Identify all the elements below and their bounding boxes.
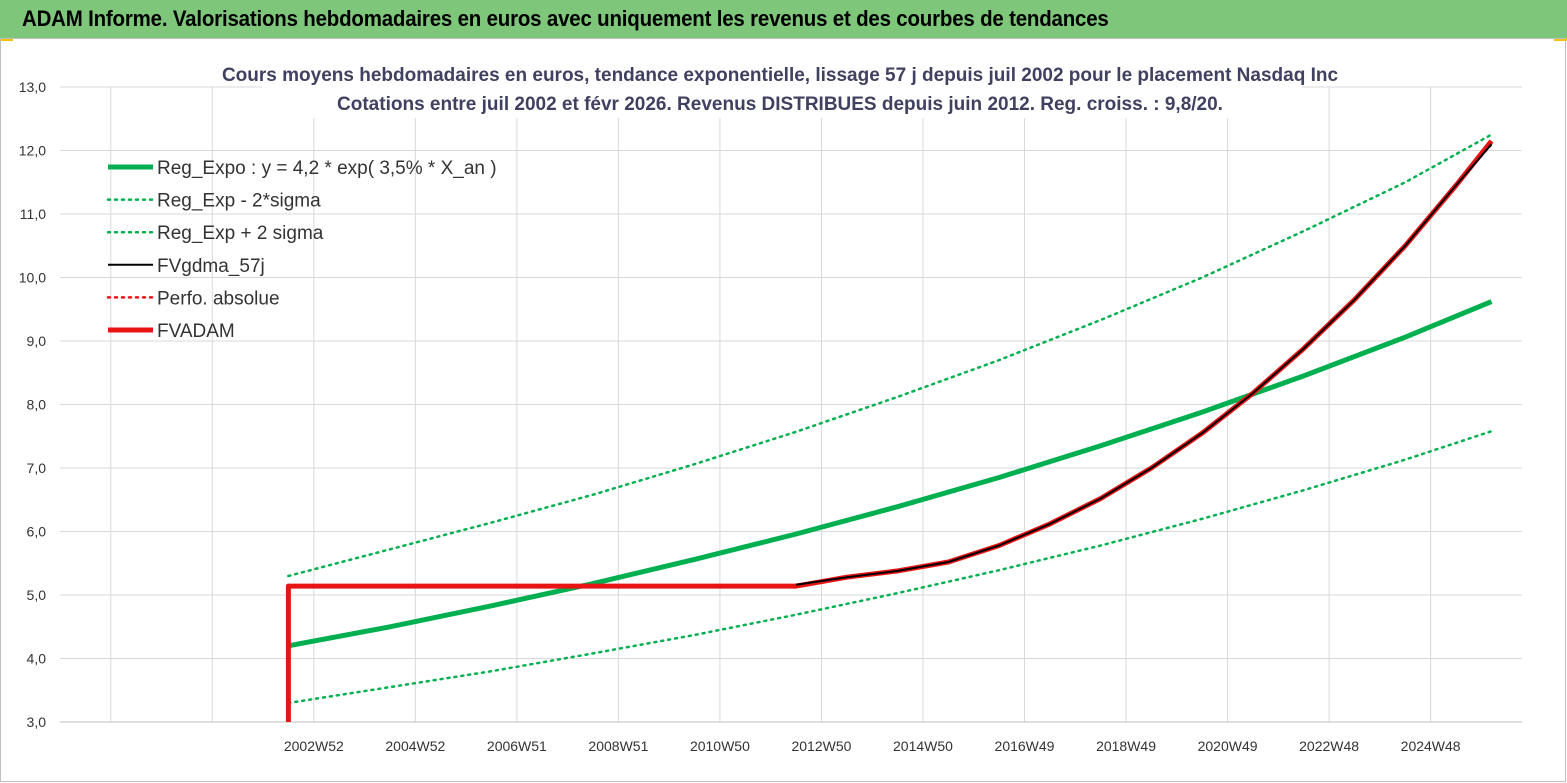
- title-background: [262, 62, 1302, 118]
- series-line-0: [287, 299, 1493, 649]
- x-tick-label: 2002W52: [284, 738, 344, 754]
- line-chart: 3,0 4,0 5,0 6,0 7,0 8,0 9,0 10,0 11,0 12,0 13,0 20…: [0, 38, 1566, 782]
- y-tick-label: 10,0: [19, 270, 46, 286]
- gridlines: [60, 86, 1522, 723]
- x-tick-label: 2024W48: [1401, 738, 1461, 754]
- x-tick-label: 2022W48: [1299, 738, 1359, 754]
- y-tick-label: 11,0: [20, 206, 46, 222]
- page-title: ADAM Informe. Valorisations hebdomadaire…: [22, 6, 1109, 31]
- chart-title-line-1: Cours moyens hebdomadaires en euros, ten…: [222, 65, 1339, 86]
- corner-mark-left: [0, 38, 13, 41]
- chart-border: [0, 38, 1566, 782]
- x-tick-label: 2004W52: [385, 738, 445, 754]
- series-line-5: [285, 139, 1494, 722]
- x-axis-ticks: 2002W52 2004W52 2006W51 2008W51 2010W50 2012W…: [284, 738, 1461, 754]
- series-line-2: [287, 133, 1493, 578]
- y-tick-label: 8,0: [27, 397, 47, 413]
- y-tick-label: 4,0: [27, 651, 47, 667]
- series-line-3: [795, 143, 1493, 586]
- y-tick-label: 7,0: [27, 460, 47, 476]
- y-tick-label: 13,0: [19, 79, 46, 95]
- legend-label-1: Reg_Exp - 2*sigma: [157, 191, 321, 212]
- legend-label-4: Perfo. absolue: [157, 288, 280, 309]
- x-tick-label: 2008W51: [588, 738, 648, 754]
- y-tick-label: 9,0: [27, 333, 47, 349]
- x-tick-label: 2012W50: [791, 738, 851, 754]
- x-tick-label: 2020W49: [1198, 738, 1258, 754]
- x-tick-label: 2014W50: [893, 738, 953, 754]
- legend: Reg_Expo : y = 4,2 * exp( 3,5% * X_an ) R…: [106, 158, 497, 342]
- y-tick-label: 6,0: [27, 524, 47, 540]
- chart-subtitle-line-2: Cotations entre juil 2002 et févr 2026. …: [337, 94, 1223, 115]
- y-tick-label: 5,0: [27, 587, 47, 603]
- x-tick-label: 2016W49: [995, 738, 1055, 754]
- legend-label-3: FVgdma_57j: [157, 256, 265, 277]
- header-banner: ADAM Informe. Valorisations hebdomadaire…: [0, 0, 1567, 39]
- legend-label-5: FVADAM: [157, 321, 235, 342]
- series-line-1: [287, 429, 1493, 705]
- series-lines: [285, 133, 1494, 722]
- x-tick-label: 2018W49: [1096, 738, 1156, 754]
- y-axis-ticks: 3,0 4,0 5,0 6,0 7,0 8,0 9,0 10,0 11,0 12,0 13,0: [19, 79, 46, 730]
- legend-label-0: Reg_Expo : y = 4,2 * exp( 3,5% * X_an ): [157, 158, 497, 179]
- corner-mark-right: [1554, 38, 1567, 41]
- y-tick-label: 3,0: [27, 714, 47, 730]
- y-tick-label: 12,0: [19, 143, 46, 159]
- x-tick-label: 2010W50: [690, 738, 750, 754]
- legend-label-2: Reg_Exp + 2 sigma: [157, 223, 324, 244]
- x-tick-label: 2006W51: [487, 738, 547, 754]
- series-line-4: [794, 142, 1493, 587]
